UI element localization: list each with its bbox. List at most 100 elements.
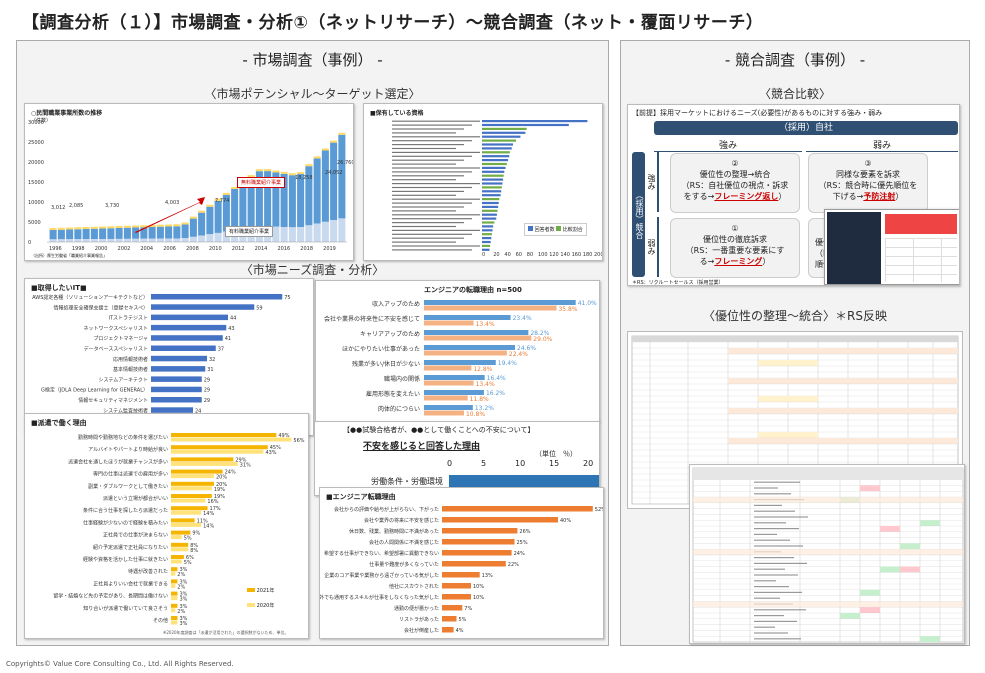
dispatch-bar-2021 bbox=[171, 616, 178, 620]
qualification-label-text bbox=[392, 132, 456, 134]
qualification-x-tick: 60 bbox=[516, 252, 522, 258]
job-change-bar bbox=[442, 594, 471, 600]
quadrant-2-title: 優位性の整理→統合 bbox=[699, 170, 771, 179]
establishments-source: （出所）厚生労働省「職業紹介事業報告」 bbox=[31, 253, 107, 258]
establishment-bar-top bbox=[222, 192, 230, 195]
qualification-bar bbox=[482, 248, 490, 251]
thumb-sidebar bbox=[827, 212, 881, 284]
dispatch-bar-2020 bbox=[171, 522, 202, 527]
establishment-y-tick: 10000 bbox=[28, 200, 44, 206]
dispatch-value-2021: 3% bbox=[179, 616, 187, 622]
engineer-reason-bar-a bbox=[424, 390, 484, 395]
dispatch-reason-label: アルバイトやパートより時給が良い bbox=[88, 446, 168, 453]
establishment-x-tick: 2000 bbox=[95, 246, 108, 252]
establishment-value-label: 18,258 bbox=[295, 175, 313, 181]
establishment-bar-paid bbox=[239, 183, 247, 230]
table-front-text bbox=[754, 586, 789, 588]
engineer-reason-bar-b bbox=[424, 395, 468, 401]
table-back-highlight bbox=[728, 348, 958, 354]
establishment-bar-paid bbox=[206, 206, 214, 235]
quadrant-3-desc: （RS：競合時に優先順位を bbox=[818, 181, 918, 190]
engineer-reason-value-a: 24.6% bbox=[517, 345, 536, 352]
dispatch-legend-2020-label: 2020年 bbox=[256, 603, 275, 609]
dispatch-value-2021: 9% bbox=[192, 531, 200, 537]
qualification-bar bbox=[482, 209, 498, 212]
qualification-bar bbox=[482, 127, 527, 130]
establishment-bar-paid bbox=[132, 227, 140, 239]
establishment-bar-free bbox=[214, 232, 222, 242]
dispatch-bar-2021 bbox=[171, 591, 178, 596]
engineer-reason-bar-b bbox=[424, 380, 474, 386]
table-front-text bbox=[754, 609, 806, 611]
qualification-label-text bbox=[392, 210, 456, 212]
website-screenshot-thumbnail bbox=[824, 209, 959, 285]
establishment-bar-paid bbox=[338, 134, 346, 219]
it-wanted-bar bbox=[151, 314, 228, 321]
copyright: Copyrights© Value Core Consulting Co., L… bbox=[6, 660, 234, 668]
establishment-bar-top bbox=[74, 227, 82, 230]
dispatch-value-2020: 16% bbox=[207, 499, 218, 505]
engineer-reason-label: 肉体的につらい bbox=[378, 405, 420, 413]
table-front-text bbox=[754, 493, 791, 495]
establishment-x-tick: 2012 bbox=[232, 246, 245, 252]
establishment-bar-free bbox=[297, 227, 305, 242]
dispatch-value-2020: 20% bbox=[216, 475, 227, 481]
qualification-bar bbox=[482, 174, 504, 177]
establishment-bar-free bbox=[140, 238, 148, 242]
qualification-label-text bbox=[392, 194, 456, 196]
it-wanted-bar bbox=[151, 376, 202, 382]
qualification-label-text bbox=[392, 206, 464, 208]
table-front-cell-red bbox=[860, 607, 880, 613]
dispatch-value-2021: 29% bbox=[235, 457, 246, 463]
dispatch-value-2020: 31% bbox=[240, 462, 251, 468]
establishment-x-tick: 2008 bbox=[186, 246, 199, 252]
establishments-chart-card: ○民間職業事業所数の推移 （件数） 1996 1998 2000 2002 2004 20… bbox=[24, 103, 354, 261]
it-wanted-bar bbox=[151, 386, 202, 393]
qualification-bar bbox=[482, 233, 492, 236]
qualification-bar bbox=[482, 159, 509, 162]
table-front-row-highlight bbox=[693, 497, 963, 503]
qualification-bar bbox=[482, 244, 491, 247]
qualification-bar bbox=[482, 151, 510, 154]
market-sub-needs: 〈市場ニーズ調査・分析〉 bbox=[240, 263, 385, 277]
establishment-bar-free bbox=[123, 238, 131, 242]
dispatch-value-2021: 8% bbox=[190, 543, 198, 549]
establishment-bar-top bbox=[247, 175, 255, 178]
dispatch-value-2020: 2% bbox=[177, 584, 185, 590]
establishment-bar-paid bbox=[156, 226, 164, 239]
dispatch-reason-title: ■派遣で働く理由 bbox=[31, 419, 87, 427]
establishment-bar-free bbox=[330, 220, 338, 242]
table-front-text bbox=[754, 591, 802, 593]
job-change-label: 企業のコア事業や業務から遠ざかっている気がした bbox=[324, 572, 439, 579]
dispatch-bar-2021 bbox=[171, 603, 178, 608]
qualification-bar bbox=[482, 162, 507, 166]
qualification-bar bbox=[482, 237, 492, 240]
dispatch-bar-2020 bbox=[171, 437, 292, 442]
qualification-label-text bbox=[392, 159, 464, 161]
establishment-bar-free bbox=[338, 218, 346, 242]
dispatch-bar-2021 bbox=[171, 518, 195, 523]
establishment-bar-free bbox=[165, 238, 173, 242]
table-front-cell-green bbox=[920, 520, 940, 526]
quadrant-3-highlight: 予防注射 bbox=[863, 192, 896, 201]
quadrant-1-suffix: ） bbox=[762, 257, 771, 266]
quadrant-3-title: 同様な要素を訴求 bbox=[836, 170, 900, 179]
dispatch-value-2020: 2% bbox=[177, 609, 185, 615]
table-back-highlight-yellow bbox=[758, 396, 818, 402]
establishment-bar-top bbox=[288, 173, 296, 176]
anxiety-x-tick: 0 bbox=[447, 459, 452, 468]
job-change-bar bbox=[442, 583, 471, 589]
it-wanted-value: 59 bbox=[256, 305, 262, 311]
establishment-x-tick: 2006 bbox=[163, 246, 176, 252]
engineer-reason-label: 職場内の関係 bbox=[384, 375, 420, 383]
table-front-cell-green bbox=[840, 613, 860, 619]
establishment-value-label: 2,085 bbox=[69, 203, 83, 209]
engineer-reason-bar-a bbox=[424, 315, 511, 320]
qualification-label-text bbox=[392, 241, 456, 243]
dispatch-value-2021: 3% bbox=[179, 592, 187, 598]
it-wanted-label: ネットワークスペシャリスト bbox=[83, 326, 148, 332]
dispatch-reason-chart: 勤務時間や勤務地などの条件を選びたい 49% 56% アルバイトやパートより時給が良い… bbox=[53, 433, 305, 627]
qualification-label-text bbox=[392, 183, 480, 185]
dispatch-bar-2020 bbox=[171, 461, 238, 466]
quadrant-4-line: 順位 bbox=[815, 260, 831, 269]
